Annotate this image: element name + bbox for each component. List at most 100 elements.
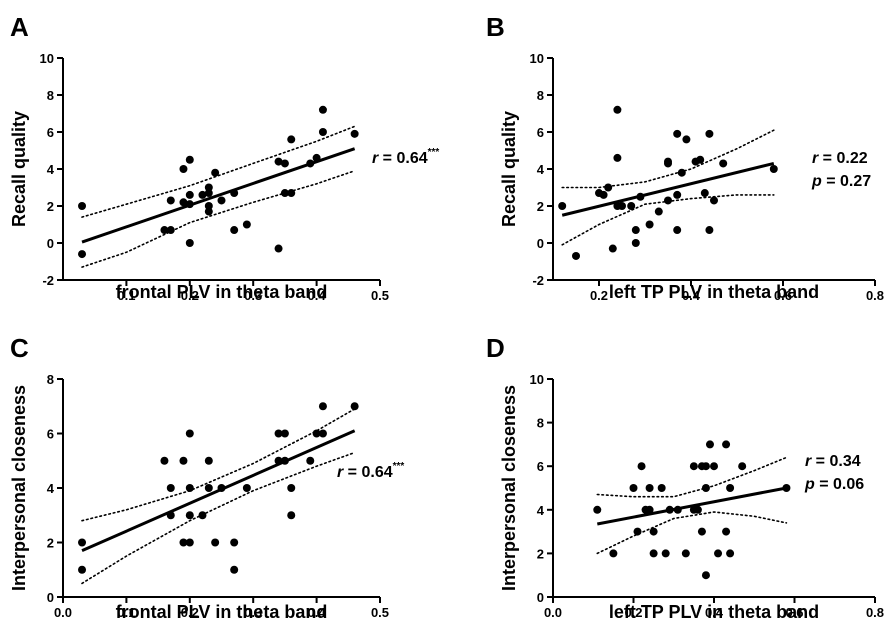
data-point xyxy=(649,549,658,558)
y-tick-label: -2 xyxy=(532,273,544,288)
y-tick-label: 10 xyxy=(40,51,54,66)
data-point xyxy=(306,159,315,168)
y-tick-label: 8 xyxy=(537,88,544,103)
ci-lower-line xyxy=(596,511,788,555)
data-point xyxy=(657,484,666,492)
data-point xyxy=(782,484,791,492)
x-tick-label: 0.5 xyxy=(371,288,389,303)
data-point xyxy=(726,484,735,492)
x-tick-label: 0.0 xyxy=(544,605,562,620)
y-tick-label: 4 xyxy=(47,481,55,496)
y-tick-label: 0 xyxy=(47,236,54,251)
x-tick-label: 0.2 xyxy=(624,605,642,620)
data-point xyxy=(185,538,194,547)
x-tick-label: 0.2 xyxy=(590,288,608,303)
data-point xyxy=(242,220,251,229)
data-point xyxy=(673,190,682,199)
y-tick-label: 6 xyxy=(537,459,544,474)
x-tick-label: 0.6 xyxy=(774,288,792,303)
stat-p: p = 0.06 xyxy=(804,476,864,493)
x-axis-title: left TP PLV in theta band xyxy=(609,282,819,302)
data-point xyxy=(274,244,283,253)
y-tick-label: 10 xyxy=(530,372,544,387)
data-point xyxy=(350,402,359,411)
panel-letter: B xyxy=(486,12,505,42)
data-point xyxy=(629,484,638,492)
ci-upper-line xyxy=(596,456,788,498)
data-point xyxy=(204,202,213,210)
data-point xyxy=(185,239,194,247)
x-tick-label: 0.4 xyxy=(682,288,701,303)
panel-d: D 0 2 4 6 8 10 0.0 0.2 0.4 0.6 0.8 left TP PLV in th… xyxy=(486,333,884,622)
x-axis-title: left TP PLV in theta band xyxy=(609,602,819,622)
data-point xyxy=(287,135,296,144)
data-point xyxy=(726,549,735,558)
y-axis-title: Interpersonal closeness xyxy=(9,385,29,591)
x-tick-label: 0.3 xyxy=(244,288,262,303)
data-point xyxy=(185,511,194,520)
data-point xyxy=(677,168,686,177)
regression-line xyxy=(81,429,356,553)
data-point xyxy=(280,159,289,168)
data-point xyxy=(211,168,220,177)
x-tick-label: 0.1 xyxy=(117,288,135,303)
stat-r: r = 0.64*** xyxy=(372,147,439,167)
data-point xyxy=(318,105,327,114)
x-tick-label: 0.1 xyxy=(117,605,135,620)
data-point xyxy=(230,226,239,235)
data-point xyxy=(627,202,636,210)
ci-lower-line xyxy=(81,170,356,268)
x-tick-label: 0.0 xyxy=(54,605,72,620)
data-point xyxy=(661,549,670,558)
y-axis-title: Recall quality xyxy=(9,111,29,227)
ci-upper-line xyxy=(81,125,356,218)
data-point xyxy=(204,456,213,465)
data-point xyxy=(185,484,194,492)
data-point xyxy=(185,190,194,199)
data-point xyxy=(78,538,87,547)
data-point xyxy=(645,484,654,492)
y-tick-label: 2 xyxy=(537,546,544,561)
ci-upper-line xyxy=(81,408,356,522)
data-point xyxy=(318,402,327,411)
data-point xyxy=(714,549,723,558)
data-point xyxy=(681,549,690,558)
data-point xyxy=(198,511,207,520)
data-point xyxy=(631,239,640,247)
data-point xyxy=(179,198,188,207)
data-point xyxy=(645,505,654,514)
data-point xyxy=(312,153,321,162)
data-point xyxy=(160,456,169,465)
stat-p: p = 0.27 xyxy=(811,173,871,190)
data-point xyxy=(204,183,213,192)
stat-r: r = 0.22 xyxy=(812,150,868,167)
y-tick-label: 10 xyxy=(530,51,544,66)
data-point xyxy=(664,157,672,166)
data-point xyxy=(179,456,188,465)
data-point xyxy=(604,183,613,192)
data-point xyxy=(160,226,169,235)
stat-r: r = 0.64*** xyxy=(337,461,404,481)
y-tick-label: 4 xyxy=(537,162,545,177)
data-point xyxy=(217,196,226,205)
x-tick-label: 0.4 xyxy=(705,605,724,620)
data-point xyxy=(664,196,672,205)
data-point xyxy=(318,128,327,136)
y-tick-label: 6 xyxy=(47,125,54,140)
panel-c: C 0 2 4 6 8 0.0 0.1 0.2 0.3 0.4 0.5 frontal PLV in t… xyxy=(9,333,404,622)
data-point xyxy=(738,462,747,471)
data-point xyxy=(705,129,714,138)
data-point xyxy=(719,159,728,168)
y-tick-label: 8 xyxy=(47,88,54,103)
y-axis-title: Interpersonal closeness xyxy=(499,385,519,591)
data-point xyxy=(204,207,213,216)
data-point xyxy=(705,226,714,235)
data-point xyxy=(769,165,778,173)
data-point xyxy=(274,456,283,465)
y-tick-label: 0 xyxy=(537,590,544,605)
regression-line xyxy=(561,161,775,217)
y-tick-label: 4 xyxy=(47,162,55,177)
data-point xyxy=(593,505,602,514)
y-tick-label: 8 xyxy=(47,372,54,387)
data-point xyxy=(558,202,567,210)
